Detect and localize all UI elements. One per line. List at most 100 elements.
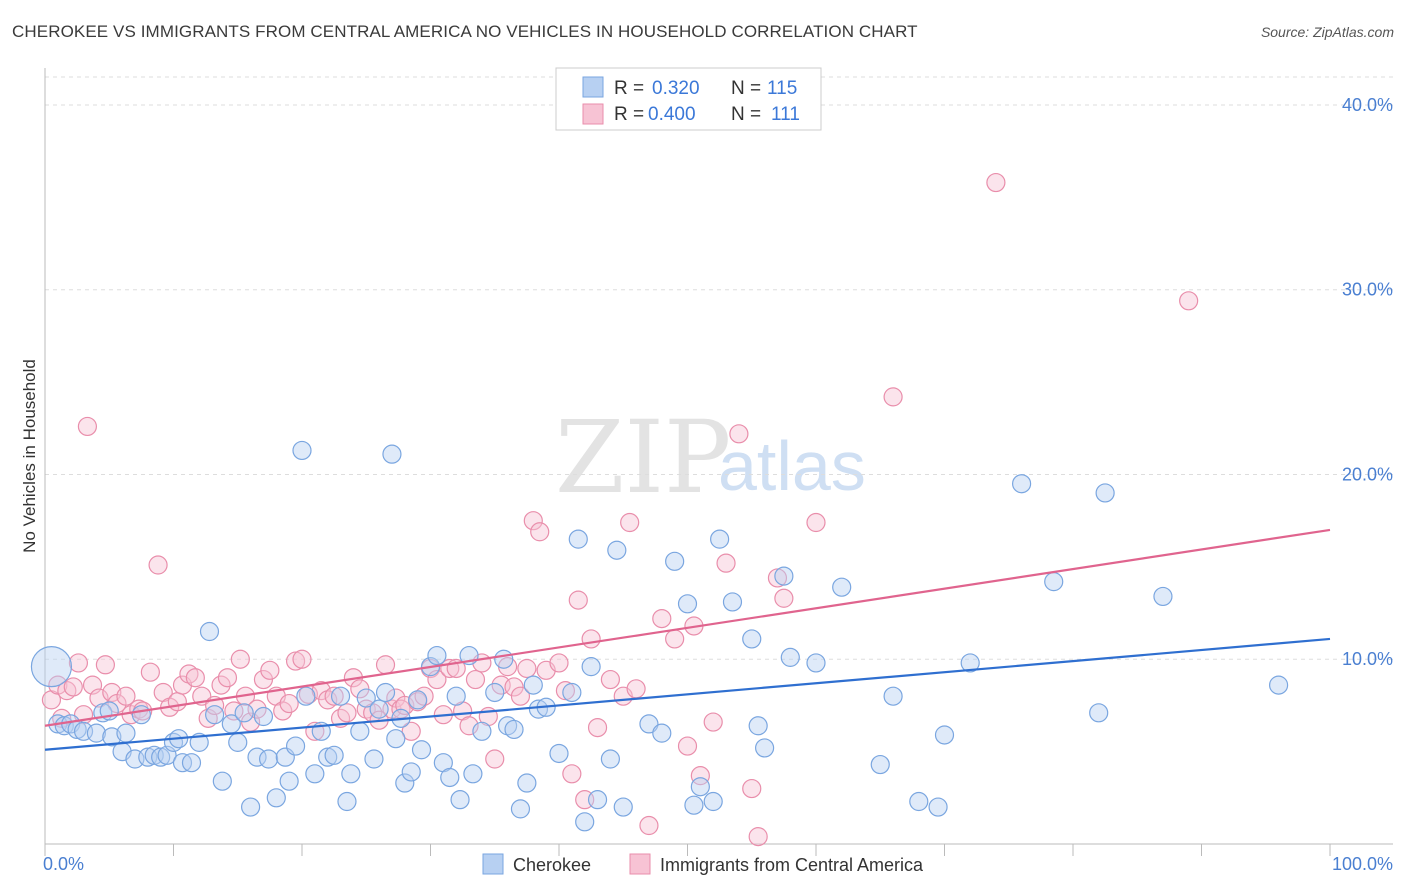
data-point-cherokee [934, 725, 955, 745]
chart-title: CHEROKEE VS IMMIGRANTS FROM CENTRAL AMER… [12, 22, 918, 41]
data-point-immigrants [185, 668, 205, 688]
data-point-cherokee [258, 749, 279, 769]
data-point-cherokee [575, 812, 595, 832]
data-point-immigrants [806, 512, 826, 533]
data-point-cherokee [774, 566, 794, 586]
data-point-cherokee [652, 723, 672, 743]
data-point-immigrants [63, 677, 83, 697]
data-point-cherokee [427, 645, 447, 666]
data-point-cherokee [296, 686, 316, 706]
data-point-cherokee [86, 723, 107, 743]
watermark-atlas: atlas [718, 427, 866, 505]
data-point-cherokee [463, 764, 483, 784]
data-point-cherokee [494, 649, 514, 669]
data-point-immigrants [148, 555, 168, 575]
data-point-immigrants [401, 721, 421, 741]
data-point-immigrants [292, 649, 312, 669]
data-point-cherokee [341, 764, 361, 784]
data-point-cherokee [523, 675, 543, 695]
data-point-cherokee [212, 771, 232, 791]
data-point-cherokee [504, 719, 524, 740]
data-point-immigrants [568, 590, 588, 610]
legend-r-value: 0.320 [652, 78, 700, 99]
data-point-cherokee [131, 705, 151, 725]
data-point-cherokee [411, 740, 432, 760]
data-point-cherokee [581, 657, 601, 677]
data-point-cherokee [386, 729, 406, 749]
data-point-immigrants [167, 692, 187, 712]
trend-lines [44, 528, 1331, 751]
data-point-cherokee [1153, 586, 1173, 607]
data-point-immigrants [639, 815, 659, 836]
data-point-cherokee [549, 743, 569, 764]
legend-r-value: 0.400 [648, 104, 696, 125]
stats-legend: R = 0.320 N = 115 R = 0.400 N = 111 [555, 67, 822, 131]
data-point-cherokee [568, 529, 588, 549]
y-tick-label: 40.0% [1342, 95, 1393, 115]
data-point-cherokee [832, 577, 852, 597]
data-point-immigrants [510, 686, 531, 706]
y-tick-label: 30.0% [1342, 280, 1393, 300]
data-point-immigrants [716, 553, 736, 573]
data-point-immigrants [742, 778, 762, 799]
data-point-immigrants [677, 736, 698, 756]
data-point-cherokee [337, 791, 357, 812]
legend-r-label: R = [614, 78, 644, 99]
data-point-immigrants [652, 608, 672, 629]
data-point-cherokee [677, 594, 698, 614]
legend-label-cherokee: Cherokee [513, 855, 591, 875]
data-point-cherokee [324, 745, 344, 765]
data-point-cherokee [228, 732, 248, 752]
data-point-immigrants [581, 629, 601, 649]
data-point-immigrants [77, 416, 98, 437]
data-point-immigrants [883, 387, 903, 407]
data-point-cherokee [1044, 572, 1064, 592]
data-point-cherokee [928, 797, 948, 817]
tick-labels: 10.0% 20.0% 30.0% 40.0% 0.0% 100.0% [43, 95, 1393, 874]
data-point-immigrants [587, 717, 608, 738]
data-point-cherokee [364, 749, 384, 769]
data-point-immigrants [116, 686, 136, 706]
data-point-cherokee [485, 682, 505, 703]
legend-swatch-cherokee [582, 76, 604, 98]
series-legend: Cherokee Immigrants from Central America [482, 853, 924, 875]
data-point-cherokee [199, 621, 220, 642]
data-point-immigrants [626, 679, 646, 699]
data-point-cherokee [446, 686, 466, 706]
y-tick-label: 10.0% [1342, 649, 1393, 669]
data-point-cherokee [285, 736, 306, 756]
data-point-cherokee [960, 653, 980, 673]
data-point-immigrants [665, 629, 685, 649]
data-point-cherokee [613, 797, 633, 817]
data-point-immigrants [273, 701, 293, 721]
data-point-immigrants [230, 649, 250, 669]
data-point-cherokee [330, 686, 351, 706]
data-point-cherokee [684, 795, 704, 815]
data-point-cherokee [375, 682, 396, 703]
data-point-cherokee [356, 688, 376, 708]
data-point-cherokee [883, 686, 903, 706]
data-point-cherokee [116, 723, 136, 743]
axes [44, 68, 1393, 856]
data-point-cherokee [703, 791, 723, 812]
data-point-cherokee [1011, 474, 1032, 494]
data-point-cherokee [253, 706, 274, 727]
data-point-immigrants [217, 668, 238, 688]
legend-n-label: N = [731, 78, 761, 99]
data-point-cherokee [234, 703, 254, 723]
data-point-immigrants [549, 653, 569, 673]
data-point-cherokee [600, 749, 621, 769]
data-point-immigrants [774, 588, 794, 608]
data-point-immigrants [729, 424, 749, 444]
data-point-immigrants [465, 669, 486, 690]
data-point-cherokee [102, 727, 122, 747]
data-point-cherokee [748, 716, 768, 736]
data-point-cherokee [305, 764, 325, 784]
legend-n-value: 111 [771, 104, 800, 125]
series-immigrants-points [41, 172, 1199, 847]
data-point-immigrants [285, 651, 306, 671]
trend-line-cherokee [44, 637, 1331, 751]
data-point-immigrants [523, 511, 543, 531]
data-point-cherokee [382, 444, 402, 464]
